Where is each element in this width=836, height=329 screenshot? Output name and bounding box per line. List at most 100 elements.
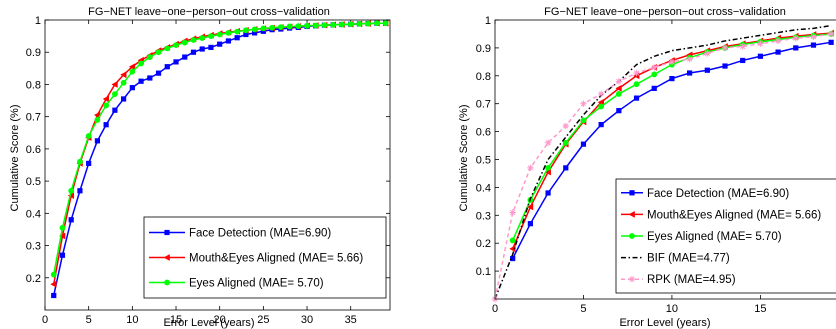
right-series-1-point	[615, 84, 622, 92]
right-series-4-point	[580, 100, 587, 107]
right-series-1-point	[526, 203, 534, 211]
left-legend-marker	[164, 229, 170, 236]
left-legend-label: Mouth&Eyes Aligned (MAE= 5.66)	[189, 253, 363, 265]
right-series-4-point	[686, 55, 693, 63]
left-series-0-point	[182, 54, 188, 60]
left-series-0-point	[147, 75, 153, 81]
right-series-0-point	[810, 42, 817, 48]
right-series-0-point	[793, 45, 799, 51]
right-series-0-point	[722, 63, 728, 69]
left-series-2-point	[120, 79, 127, 86]
right-series-0-point	[669, 75, 675, 82]
left-series-0-point	[234, 35, 240, 41]
right-y-tick-label: 0.2	[476, 238, 491, 250]
right-series-4-point	[668, 58, 676, 66]
right-series-4-point	[597, 90, 605, 98]
right-y-tick-label: 1	[485, 15, 491, 27]
left-series-0-point	[94, 138, 101, 144]
left-series-2-point	[199, 35, 206, 41]
right-series-4-point	[774, 37, 782, 45]
right-series-2-point	[615, 91, 622, 97]
right-legend-marker	[629, 233, 635, 239]
right-y-tick-label: 0.7	[476, 99, 491, 111]
right-series-0-point	[740, 57, 746, 64]
left-series-2-point	[225, 29, 232, 36]
right-legend-label: BIF (MAE=4.77)	[647, 253, 730, 265]
left-series-0-point	[68, 217, 74, 223]
right-legend-label: Mouth&Eyes Aligned (MAE= 5.66)	[647, 209, 821, 221]
right-series-0-point	[704, 67, 710, 73]
right-x-axis-label: Error Level (years)	[619, 317, 710, 329]
right-y-tick-label: 0.6	[476, 127, 491, 139]
right-series-0-point	[775, 49, 781, 55]
left-series-2-point	[321, 22, 328, 29]
right-x-tick-label: 5	[580, 303, 586, 315]
left-legend-label: Face Detection (MAE=6.90)	[189, 228, 331, 240]
right-series-line-3	[494, 24, 832, 300]
left-y-tick-label: 1	[35, 15, 41, 27]
right-legend-marker	[629, 190, 635, 196]
left-series-2-point	[365, 20, 372, 27]
left-series-0-point	[138, 78, 144, 84]
left-x-tick-label: 30	[301, 314, 313, 326]
right-series-4-point	[827, 30, 835, 38]
left-y-tick-label: 0.5	[26, 176, 41, 188]
right-legend	[615, 178, 836, 294]
left-x-tick-label: 35	[345, 314, 357, 326]
right-y-axis-label: Cumulative Score (%)	[458, 105, 470, 212]
right-series-0-point	[580, 141, 587, 147]
right-series-2-point	[562, 139, 569, 146]
left-series-2-point	[251, 26, 258, 33]
left-series-2-point	[339, 21, 345, 28]
left-series-2-point	[146, 54, 153, 60]
left-y-axis-label: Cumulative Score (%)	[9, 105, 21, 212]
left-series-2-point	[312, 22, 319, 29]
right-series-2-point	[651, 71, 658, 78]
right-series-4-point	[527, 164, 534, 172]
left-series-2-point	[330, 21, 337, 28]
right-legend-label: Eyes Aligned (MAE= 5.70)	[647, 231, 782, 243]
left-plot-frame	[44, 19, 391, 311]
left-legend-label: Eyes Aligned (MAE= 5.70)	[189, 278, 324, 290]
left-series-0-point	[190, 49, 197, 55]
left-x-tick-label: 25	[257, 314, 269, 326]
right-series-0-point	[527, 221, 533, 227]
left-series-0-point	[164, 64, 170, 70]
right-series-line-4	[494, 33, 832, 300]
left-series-2-point	[260, 25, 267, 32]
right-y-tick-label: 0.5	[476, 155, 491, 167]
left-series-1-point	[102, 95, 109, 103]
right-series-0-point	[598, 122, 604, 128]
left-series-2-point	[173, 42, 179, 49]
left-series-2-point	[111, 91, 118, 98]
left-series-2-point	[269, 24, 275, 31]
right-series-1-point	[509, 245, 516, 253]
right-series-0-point	[651, 85, 657, 91]
right-chart: FG−NET leave−one−person−out cross−valida…	[458, 6, 836, 329]
right-legend-label: Face Detection (MAE=6.90)	[647, 188, 789, 200]
right-plot-frame	[494, 19, 836, 300]
right-series-4-point	[721, 44, 729, 52]
right-y-tick-label: 0.9	[476, 43, 491, 55]
right-series-0-point	[563, 165, 569, 171]
left-series-2-point	[286, 23, 293, 30]
right-series-4-point	[509, 209, 516, 216]
right-y-tick-label: 0.4	[476, 182, 491, 194]
left-series-2-point	[164, 45, 171, 52]
right-series-0-point	[633, 95, 640, 101]
left-series-2-point	[295, 23, 302, 30]
right-series-0-point	[687, 70, 693, 76]
left-series-0-point	[86, 160, 92, 166]
left-series-0-point	[199, 46, 205, 52]
left-y-tick-label: 0.3	[26, 241, 41, 253]
right-series-4-point	[704, 50, 711, 57]
right-series-4-point	[633, 69, 640, 77]
left-series-0-point	[121, 96, 127, 102]
left-legend-marker	[163, 254, 170, 261]
right-series-2-point	[545, 164, 551, 171]
right-legend-label: RPK (MAE=4.95)	[647, 274, 736, 286]
right-chart-title: FG−NET leave−one−person−out cross−valida…	[544, 6, 786, 18]
left-y-tick-label: 0.7	[26, 112, 41, 124]
right-series-0-point	[828, 39, 834, 45]
right-series-4-point	[651, 64, 658, 71]
